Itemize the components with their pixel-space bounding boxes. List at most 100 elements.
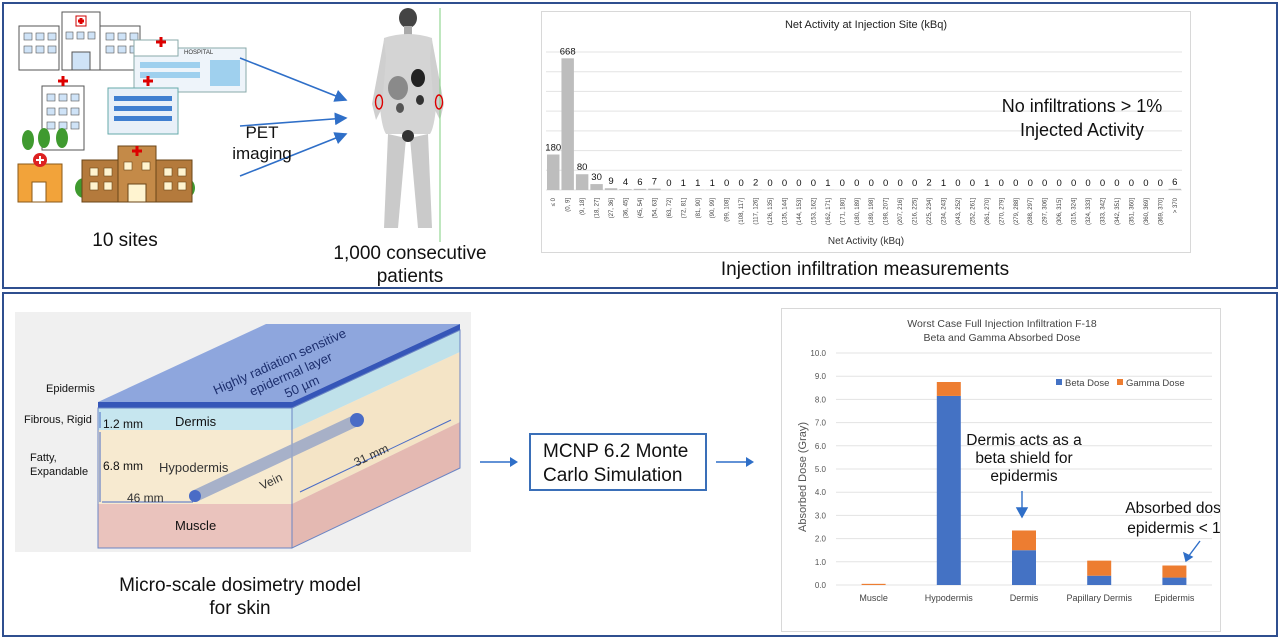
bar-value-label: 0	[1085, 178, 1090, 189]
legend-swatch-gamma	[1117, 379, 1123, 385]
category-label: (9, 18]	[580, 198, 586, 215]
net-activity-chart-svg: Net Activity at Injection Site (kBq) 180…	[545, 19, 1182, 247]
category-label: (135, 144]	[783, 198, 789, 225]
category-label: (180, 189]	[855, 198, 861, 225]
model-caption-line-2: for skin	[209, 598, 271, 619]
category-label: (252, 261]	[970, 198, 976, 225]
bar-value-label: 0	[1143, 178, 1148, 189]
absorbed-dose-chart-svg: Worst Case Full Injection Infiltration F…	[797, 318, 1247, 603]
chart-title: Net Activity at Injection Site (kBq)	[785, 19, 947, 31]
category-label: (72, 81]	[681, 198, 687, 219]
category-label: (306, 315]	[1057, 198, 1063, 225]
bar-value-label: 668	[560, 46, 576, 57]
patients-caption-line-1: 1,000 consecutive	[333, 243, 487, 264]
y-tick-label: 5.0	[815, 465, 827, 474]
category-label: (99, 108]	[725, 198, 731, 222]
bar-value-label: 0	[1071, 178, 1076, 189]
category-label: (315, 324]	[1072, 198, 1078, 225]
simulation-line-2: Carlo Simulation	[543, 465, 683, 486]
annotation-line-2: Injected Activity	[1020, 120, 1144, 140]
hypodermis-label: Hypodermis	[159, 460, 229, 475]
y-tick-label: 8.0	[815, 395, 827, 404]
top-panel	[2, 2, 1278, 289]
category-label: Muscle	[859, 593, 888, 603]
category-label: (216, 225]	[913, 198, 919, 225]
y-tick-labels: 0.0 1.0 2.0 3.0 4.0 5.0 6.0 7.0 8.0 9.0 10.0	[810, 349, 826, 590]
bar-value-label: 0	[767, 178, 772, 189]
category-label: (333, 342]	[1101, 198, 1107, 225]
hospital-building-icon	[81, 145, 193, 203]
category-label: (288, 297]	[1028, 198, 1034, 225]
bar-value-label: 0	[999, 178, 1004, 189]
bar-value-label: 1	[695, 178, 700, 189]
category-label: ≤ 0	[551, 197, 557, 206]
beta-dose-bar	[1087, 575, 1112, 585]
category-label: (90, 99]	[710, 198, 716, 219]
chart-subtitle: Beta and Gamma Absorbed Dose	[923, 332, 1080, 344]
bar	[1168, 188, 1181, 190]
bar-value-label: 0	[1028, 178, 1033, 189]
category-label: (360, 369]	[1144, 198, 1150, 225]
y-axis-label: Absorbed Dose (Gray)	[797, 422, 809, 532]
category-label: > 370	[1173, 197, 1179, 213]
bar-value-label: 0	[1158, 178, 1163, 189]
bar	[547, 154, 560, 190]
annotation-shield-2: beta shield for	[975, 450, 1072, 467]
bar	[590, 184, 603, 190]
y-tick-label: 9.0	[815, 372, 827, 381]
bar-value-label: 0	[869, 178, 874, 189]
skin-model-diagram: Highly radiation sensitive epidermal lay…	[97, 324, 461, 549]
hypodermis-thickness: 6.8 mm	[103, 459, 143, 473]
y-tick-label: 10.0	[810, 349, 826, 358]
category-label: (324, 333]	[1086, 198, 1092, 225]
bar-value-label: 9	[608, 176, 613, 187]
bar-value-label: 0	[796, 178, 801, 189]
legend-label-gamma: Gamma Dose	[1126, 378, 1185, 389]
width-label: 46 mm	[127, 491, 164, 505]
category-label: (108, 117]	[739, 198, 745, 225]
y-tick-label: 2.0	[815, 535, 827, 544]
fatty-line-1: Fatty,	[30, 452, 57, 464]
category-label: (54, 63]	[652, 198, 658, 219]
bar-value-label: 0	[1056, 178, 1061, 189]
simulation-box: MCNP 6.2 Monte Carlo Simulation	[529, 433, 707, 491]
bar-value-label: 1	[984, 178, 989, 189]
pet-scan-image	[372, 8, 444, 242]
absorbed-dose-chart: Worst Case Full Injection Infiltration F…	[781, 308, 1247, 632]
bar-value-label: 0	[782, 178, 787, 189]
pet-label-line-1: PET	[245, 123, 279, 142]
category-label: (261, 270]	[985, 198, 991, 225]
y-tick-label: 6.0	[815, 442, 827, 451]
category-label: Dermis	[1010, 593, 1039, 603]
category-label: (144, 153]	[797, 198, 803, 225]
bar-value-label: 1	[941, 178, 946, 189]
category-label: (81, 90]	[696, 198, 702, 219]
bars	[861, 382, 1187, 585]
category-labels: Muscle Hypodermis Dermis Papillary Dermis Ep…	[859, 593, 1195, 603]
hospitals-illustration: HOSPITAL	[17, 11, 247, 203]
bar-value-label: 0	[666, 178, 671, 189]
bar	[561, 58, 574, 191]
hospital-sign: HOSPITAL	[184, 50, 214, 56]
bar-value-label: 1	[681, 178, 686, 189]
fatty-line-2: Expandable	[30, 466, 89, 478]
bar-value-label: 0	[811, 178, 816, 189]
gamma-dose-bar	[1012, 530, 1036, 551]
category-label: (225, 234]	[927, 198, 933, 225]
hospital-building-icon	[41, 76, 179, 151]
x-axis-label: Net Activity (kBq)	[828, 236, 904, 247]
bar	[648, 188, 661, 190]
patients-caption-line-2: patients	[376, 266, 444, 287]
category-label: (243, 252]	[956, 198, 962, 225]
pet-arrows	[239, 57, 348, 177]
bar-value-label: 0	[1114, 178, 1119, 189]
y-tick-label: 4.0	[815, 488, 827, 497]
category-label: (234, 243]	[942, 198, 948, 225]
y-tick-label: 0.0	[815, 581, 827, 590]
category-label: (351, 360]	[1129, 198, 1135, 225]
category-label: (342, 351]	[1115, 198, 1121, 225]
fatty-side-label: Fatty, Expandable	[30, 451, 88, 479]
bar-value-label: 0	[955, 178, 960, 189]
clinic-building-icon	[17, 153, 63, 203]
y-tick-label: 7.0	[815, 419, 827, 428]
